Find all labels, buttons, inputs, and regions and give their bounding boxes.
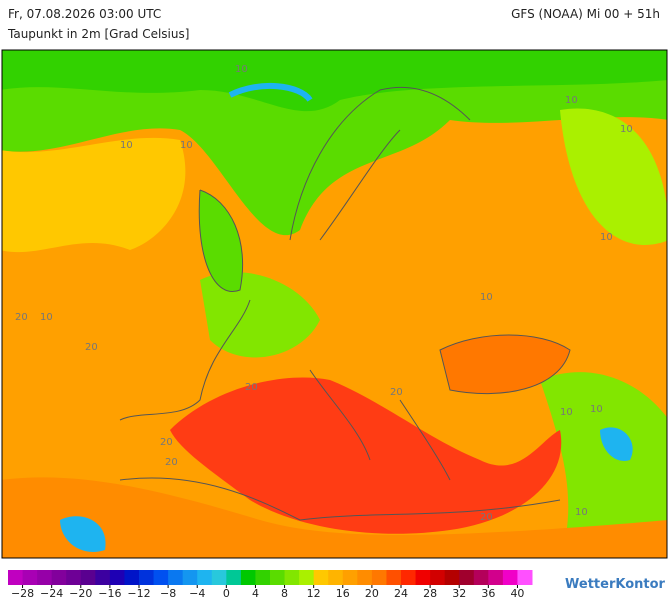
color-swatch <box>168 570 184 585</box>
color-swatch <box>197 570 213 585</box>
contour-label: 10 <box>180 140 193 151</box>
contour-label: 10 <box>590 404 603 415</box>
tick-label: 40 <box>510 587 524 600</box>
color-swatch <box>270 570 286 585</box>
tick-label: −12 <box>127 587 150 600</box>
color-swatch <box>473 570 489 585</box>
tick-label: 16 <box>336 587 350 600</box>
tick-label: −16 <box>98 587 121 600</box>
tick-label: 24 <box>394 587 408 600</box>
contour-labels: 10 10 10 10 10 10 10 10 20 20 20 20 20 20 20 10 10 10 <box>15 64 633 523</box>
color-swatch <box>444 570 460 585</box>
color-swatch <box>51 570 67 585</box>
contour-label: 10 <box>600 232 613 243</box>
tick-label: 28 <box>423 587 437 600</box>
atlantic <box>2 137 186 253</box>
color-swatch <box>240 570 256 585</box>
contour-label: 10 <box>575 507 588 518</box>
datetime: Fr, 07.08.2026 03:00 UTC <box>8 7 161 21</box>
tick-label: −4 <box>189 587 205 600</box>
contour-label: 20 <box>390 387 403 398</box>
color-swatch <box>255 570 271 585</box>
color-swatch <box>139 570 155 585</box>
color-swatch <box>66 570 82 585</box>
color-swatch <box>342 570 358 585</box>
tick-label: 36 <box>481 587 495 600</box>
tick-label: 20 <box>365 587 379 600</box>
black-sea <box>440 335 570 394</box>
dry-spot <box>600 427 633 461</box>
uk-green <box>199 190 243 292</box>
contour-label: 10 <box>560 407 573 418</box>
contour-label: 10 <box>565 95 578 106</box>
color-swatch <box>226 570 242 585</box>
tick-label: −20 <box>69 587 92 600</box>
color-swatch <box>109 570 125 585</box>
contour-label: 10 <box>40 312 53 323</box>
color-swatch <box>430 570 446 585</box>
color-swatch <box>415 570 431 585</box>
france-green <box>200 272 320 358</box>
cool-north <box>2 50 667 236</box>
contour-label: 20 <box>245 382 258 393</box>
color-swatch <box>459 570 475 585</box>
dry-spot <box>60 516 106 552</box>
map: 10 10 10 10 10 10 10 10 20 20 20 20 20 20 20 10 10 10 <box>2 50 667 558</box>
color-swatch <box>517 570 533 585</box>
color-swatch <box>386 570 402 585</box>
east-green <box>560 108 667 245</box>
color-swatch <box>124 570 140 585</box>
tick-label: 0 <box>223 587 230 600</box>
color-swatch <box>357 570 373 585</box>
contour-label: 20 <box>165 457 178 468</box>
color-swatch <box>502 570 518 585</box>
brand: WetterKontor <box>565 577 666 592</box>
color-swatch <box>80 570 96 585</box>
color-swatch <box>153 570 169 585</box>
tick-label: 12 <box>307 587 321 600</box>
contour-label: 20 <box>160 437 173 448</box>
tick-label: 32 <box>452 587 466 600</box>
color-swatch <box>182 570 198 585</box>
middle-east-green <box>540 372 667 558</box>
tick-label: −24 <box>40 587 63 600</box>
colorbar: −28 −24 −20 −16 −12 −8 −4 0 4 8 12 16 20 24 28 32 36 40 <box>8 570 533 600</box>
color-swatch <box>371 570 387 585</box>
color-swatch <box>328 570 344 585</box>
color-swatch <box>401 570 417 585</box>
cooler-north <box>2 50 667 112</box>
mediterranean-warm <box>170 377 562 534</box>
color-swatch <box>211 570 227 585</box>
contour-label: 20 <box>85 342 98 353</box>
map-frame <box>1 49 668 559</box>
contour-label: 10 <box>235 64 248 75</box>
color-swatch <box>8 570 24 585</box>
tick-label: −28 <box>11 587 34 600</box>
parameter: Taupunkt in 2m [Grad Celsius] <box>7 27 189 41</box>
contour-label: 10 <box>120 140 133 151</box>
contour-label: 10 <box>480 292 493 303</box>
color-swatch <box>313 570 329 585</box>
color-swatch <box>95 570 111 585</box>
model-run: GFS (NOAA) Mi 00 + 51h <box>511 7 660 21</box>
tick-label: −8 <box>160 587 176 600</box>
color-swatch <box>37 570 53 585</box>
tick-label: 4 <box>252 587 259 600</box>
contour-label: 20 <box>15 312 28 323</box>
color-swatch <box>299 570 315 585</box>
color-swatch <box>488 570 504 585</box>
tick-label: 8 <box>281 587 288 600</box>
contour-label: 20 <box>480 512 493 523</box>
africa <box>2 477 667 558</box>
contour-label: 10 <box>620 124 633 135</box>
color-swatch <box>284 570 300 585</box>
coastlines <box>119 86 571 521</box>
dry-spot <box>228 82 313 102</box>
color-swatch <box>22 570 38 585</box>
